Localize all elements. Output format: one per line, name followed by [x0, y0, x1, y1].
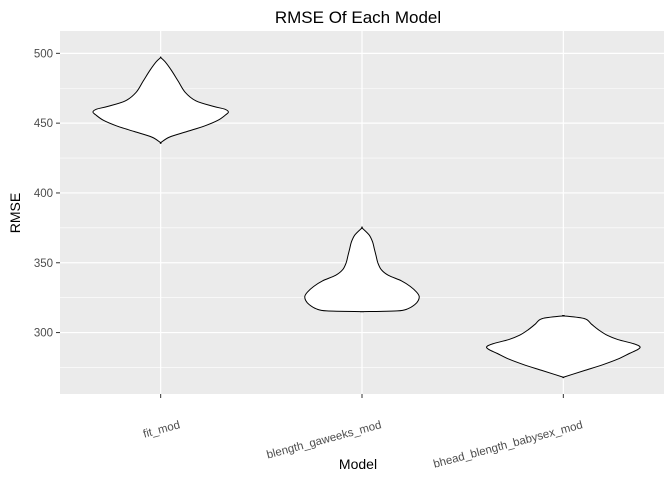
violin-bhead_blength_babysex_mod: [486, 314, 641, 379]
violins: [92, 56, 641, 379]
y-tick-label: 300: [34, 328, 53, 340]
y-axis-ticks: 300 350 400 450 500: [34, 48, 60, 340]
y-tick-label: 350: [34, 258, 53, 270]
chart-title: RMSE Of Each Model: [275, 8, 441, 27]
y-tick-label: 500: [34, 48, 53, 60]
y-axis-title: RMSE: [7, 193, 23, 233]
violin-blength_gaweeks_mod: [304, 226, 420, 313]
x-axis-title: Model: [339, 456, 377, 472]
violin-fit_mod: [92, 56, 229, 144]
y-tick-label: 450: [34, 118, 53, 130]
y-tick-label: 400: [34, 188, 53, 200]
